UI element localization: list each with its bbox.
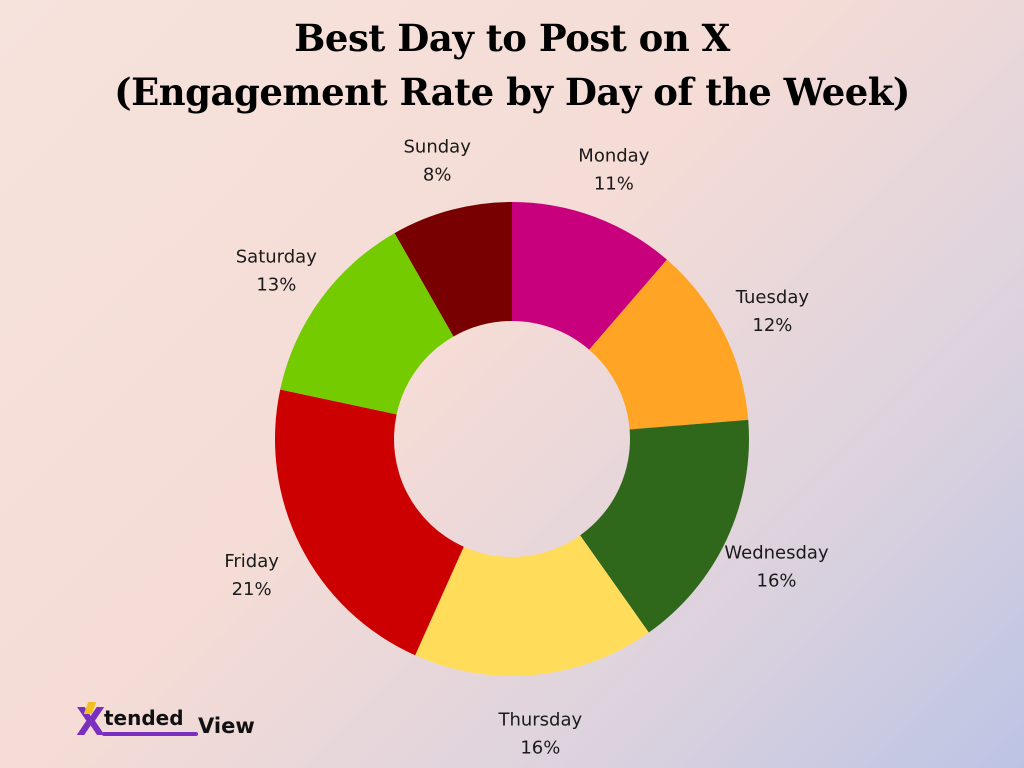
logo-underline bbox=[102, 732, 198, 736]
label-tuesday-name: Tuesday bbox=[735, 287, 810, 308]
label-friday-value: 21% bbox=[232, 579, 272, 600]
slice-wednesday bbox=[580, 419, 750, 633]
label-wednesday-name: Wednesday bbox=[724, 543, 829, 564]
label-thursday-name: Thursday bbox=[497, 710, 582, 731]
xtendedview-logo: X tended View bbox=[76, 700, 276, 748]
label-monday-value: 11% bbox=[594, 173, 634, 194]
label-saturday-value: 13% bbox=[256, 275, 296, 296]
label-sunday-name: Sunday bbox=[404, 137, 472, 158]
label-wednesday-value: 16% bbox=[757, 571, 797, 592]
slice-tuesday bbox=[589, 259, 749, 430]
label-tuesday-value: 12% bbox=[752, 315, 792, 336]
slice-friday bbox=[275, 389, 464, 656]
label-thursday-value: 16% bbox=[520, 738, 560, 759]
label-saturday-name: Saturday bbox=[236, 247, 317, 268]
slice-labels: Monday 11% Tuesday 12% Wednesday 16% Thursday 1… bbox=[224, 137, 829, 759]
chart-title: Best Day to Post on X bbox=[294, 16, 730, 60]
slice-monday bbox=[512, 202, 667, 350]
slice-thursday bbox=[415, 535, 649, 676]
logo-text-tended: tended bbox=[104, 706, 184, 730]
label-monday-name: Monday bbox=[578, 145, 649, 166]
logo-text-view: View bbox=[198, 714, 255, 738]
donut-slices bbox=[275, 202, 750, 676]
label-sunday-value: 8% bbox=[423, 165, 452, 186]
slice-saturday bbox=[280, 233, 454, 415]
slice-sunday bbox=[394, 202, 512, 337]
chart-subtitle: (Engagement Rate by Day of the Week) bbox=[114, 70, 910, 114]
label-friday-name: Friday bbox=[224, 551, 279, 572]
